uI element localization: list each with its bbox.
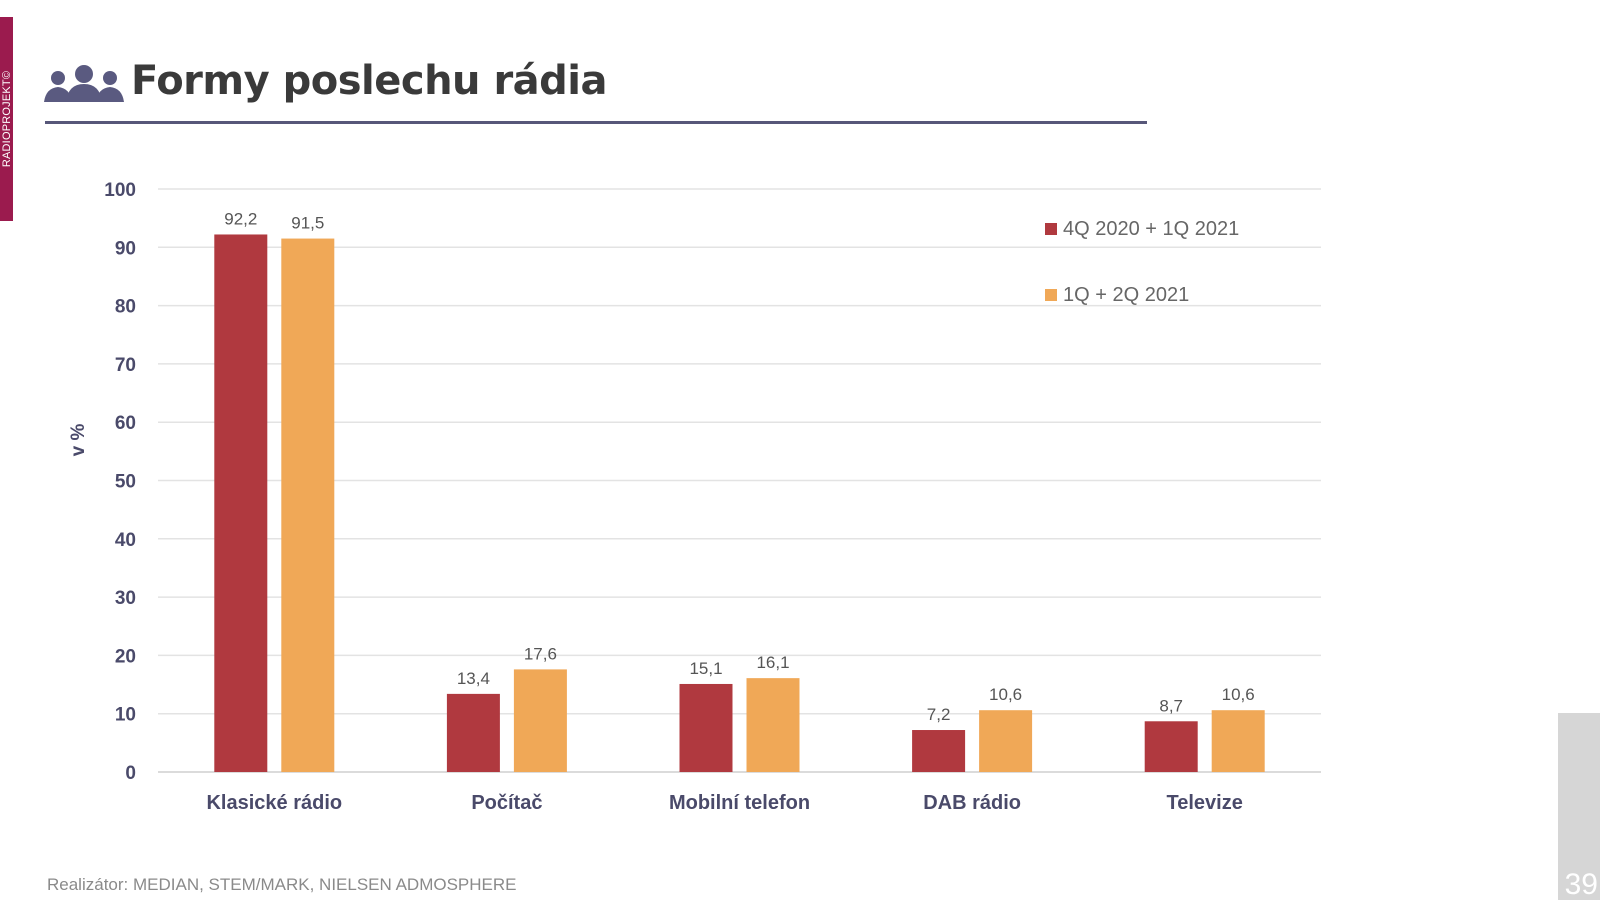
data-label: 91,5 xyxy=(291,214,324,233)
title-underline xyxy=(45,121,1147,124)
data-label: 16,1 xyxy=(756,653,789,672)
y-tick-label: 30 xyxy=(115,588,136,609)
bar xyxy=(1211,710,1265,772)
bar xyxy=(1144,721,1198,772)
legend-swatch-2 xyxy=(1045,289,1057,301)
bar xyxy=(214,234,268,772)
y-tick-label: 40 xyxy=(115,530,136,551)
people-group-icon xyxy=(44,65,124,102)
data-label: 8,7 xyxy=(1159,696,1183,715)
y-tick-label: 50 xyxy=(115,472,136,493)
legend-swatch-1 xyxy=(1045,223,1057,235)
data-label: 13,4 xyxy=(457,669,490,688)
bar xyxy=(679,683,733,772)
page-title: Formy poslechu rádia xyxy=(131,58,608,104)
data-label: 17,6 xyxy=(524,644,557,663)
legend-label-2: 1Q + 2Q 2021 xyxy=(1063,284,1189,306)
y-tick-label: 10 xyxy=(115,705,136,726)
bar xyxy=(446,693,500,772)
y-tick-label: 0 xyxy=(125,763,136,784)
data-label: 10,6 xyxy=(1222,685,1255,704)
bar xyxy=(979,710,1033,772)
side-tab: RADIOPROJEKT© xyxy=(0,17,13,221)
bar xyxy=(912,730,966,772)
x-tick-label: DAB rádio xyxy=(923,792,1021,814)
data-label: 7,2 xyxy=(927,705,951,724)
page-number: 39 xyxy=(1564,868,1598,901)
legend: 4Q 2020 + 1Q 2021 1Q + 2Q 2021 xyxy=(1045,218,1239,306)
y-tick-label: 70 xyxy=(115,355,136,376)
y-tick-label: 60 xyxy=(115,413,136,434)
x-tick-label: Televize xyxy=(1167,792,1243,814)
data-label: 15,1 xyxy=(689,659,722,678)
data-label: 92,2 xyxy=(224,209,257,228)
x-tick-label: Klasické rádio xyxy=(206,792,342,814)
page-number-box: 39 xyxy=(1558,713,1600,901)
data-label: 10,6 xyxy=(989,685,1022,704)
x-tick-label: Mobilní telefon xyxy=(669,792,810,814)
source-note: Realizátor: MEDIAN, STEM/MARK, NIELSEN A… xyxy=(47,875,517,894)
x-tick-label: Počítač xyxy=(471,792,542,814)
y-tick-label: 20 xyxy=(115,646,136,667)
y-tick-label: 90 xyxy=(115,238,136,259)
y-tick-label: 100 xyxy=(104,180,136,201)
y-tick-label: 80 xyxy=(115,297,136,318)
bar xyxy=(513,669,567,772)
legend-label-1: 4Q 2020 + 1Q 2021 xyxy=(1063,218,1239,240)
bar xyxy=(281,238,335,772)
y-axis-label: v % xyxy=(68,424,89,457)
bar xyxy=(746,678,800,772)
